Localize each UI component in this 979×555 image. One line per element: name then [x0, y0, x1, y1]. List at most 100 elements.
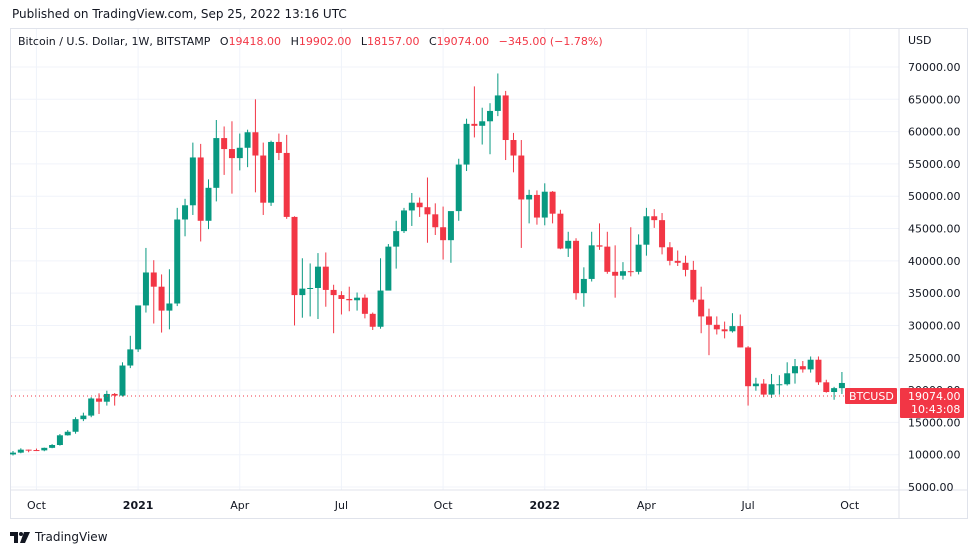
candle-body	[25, 449, 32, 451]
candle-body	[745, 347, 752, 387]
candle-body	[737, 326, 744, 348]
candle-body	[588, 245, 595, 279]
candle-body	[142, 272, 149, 306]
candle	[565, 231, 572, 257]
candle	[424, 177, 431, 243]
currency-label[interactable]: USD	[908, 34, 932, 47]
candle	[643, 207, 650, 256]
candle	[494, 73, 501, 117]
candle	[377, 258, 384, 329]
legend-close-label: C	[428, 35, 437, 48]
candle-body	[283, 152, 290, 217]
candle-body	[471, 123, 478, 126]
candle	[283, 134, 290, 219]
candle	[627, 227, 634, 277]
candle-body	[760, 383, 767, 395]
candle	[588, 231, 595, 282]
y-tick-label: 35000.00	[908, 287, 961, 300]
candle-body	[823, 382, 830, 393]
legend-symbol: Bitcoin / U.S. Dollar, 1W, BITSTAMP	[18, 35, 211, 48]
candle	[127, 335, 134, 369]
candle-body	[604, 246, 611, 272]
candle-body	[150, 272, 157, 287]
candle-body	[10, 452, 16, 455]
candle-body	[752, 383, 759, 387]
candle	[823, 379, 830, 393]
candle	[768, 373, 775, 398]
candle-body	[698, 299, 705, 317]
candle-body	[674, 260, 681, 263]
candle	[338, 291, 345, 315]
candle-body	[393, 231, 400, 247]
candle-body	[635, 244, 642, 272]
candle-body	[643, 216, 650, 245]
candle	[541, 183, 548, 226]
candle-body	[455, 164, 462, 212]
candle-body	[127, 349, 134, 366]
x-tick-label: 2021	[123, 499, 154, 512]
candle-body	[510, 140, 517, 156]
candle	[174, 207, 181, 307]
candle-body	[432, 214, 439, 228]
candle	[41, 447, 48, 452]
candle-body	[408, 202, 415, 211]
candle	[275, 133, 282, 161]
candle	[142, 247, 149, 313]
y-tick-label: 25000.00	[908, 352, 961, 365]
candle-body	[768, 384, 775, 395]
candle-body	[401, 210, 407, 232]
candle	[182, 198, 189, 237]
y-tick-label: 40000.00	[908, 255, 961, 268]
candle-body	[776, 384, 783, 386]
candle	[354, 292, 361, 311]
candle-body	[549, 191, 556, 214]
candle	[346, 286, 353, 312]
candle-body	[322, 266, 329, 290]
candle	[502, 90, 509, 161]
candle	[799, 361, 806, 373]
candle	[635, 234, 642, 275]
candle-body	[424, 207, 431, 215]
candle-body	[244, 132, 251, 148]
candle-body	[682, 262, 689, 270]
candle	[322, 252, 329, 307]
x-tick-label: 2022	[529, 499, 560, 512]
candle	[659, 213, 666, 255]
legend-open-label: O	[219, 35, 229, 48]
candle-body	[705, 316, 712, 325]
legend-high-label: H	[290, 35, 299, 48]
candle	[471, 86, 478, 138]
footer-brand[interactable]: TradingView	[10, 530, 108, 544]
price-scale: 5000.0010000.0015000.0020000.0025000.003…	[908, 61, 961, 494]
candle-body	[64, 431, 71, 436]
candle-body	[41, 447, 48, 451]
candle-body	[228, 149, 235, 159]
price-badge-bg	[900, 388, 964, 419]
x-tick-label: Apr	[637, 499, 657, 512]
candle	[158, 274, 165, 333]
candle-body	[369, 313, 376, 327]
candle	[80, 412, 87, 422]
candle	[455, 158, 462, 221]
x-tick-label: Apr	[230, 499, 250, 512]
y-tick-label: 50000.00	[908, 190, 961, 203]
candle	[49, 444, 56, 449]
legend-open-value: 19418.00	[228, 35, 282, 48]
candle	[487, 103, 494, 155]
candle-body	[377, 290, 384, 327]
x-tick-label: Oct	[434, 499, 454, 512]
candle	[776, 375, 783, 395]
candle	[690, 260, 697, 303]
price-badge-value: 19074.00	[908, 390, 961, 403]
candle-body	[690, 269, 697, 300]
candle	[674, 250, 681, 267]
candle-body	[236, 147, 243, 159]
candle	[361, 294, 368, 319]
candle-body	[158, 286, 165, 311]
candle-body	[205, 187, 212, 221]
candle	[213, 119, 220, 202]
candle-body	[354, 297, 361, 301]
candle	[440, 206, 447, 260]
time-scale: Oct 2021 Apr Jul Oct 2022 Apr Jul Oct	[27, 499, 860, 512]
